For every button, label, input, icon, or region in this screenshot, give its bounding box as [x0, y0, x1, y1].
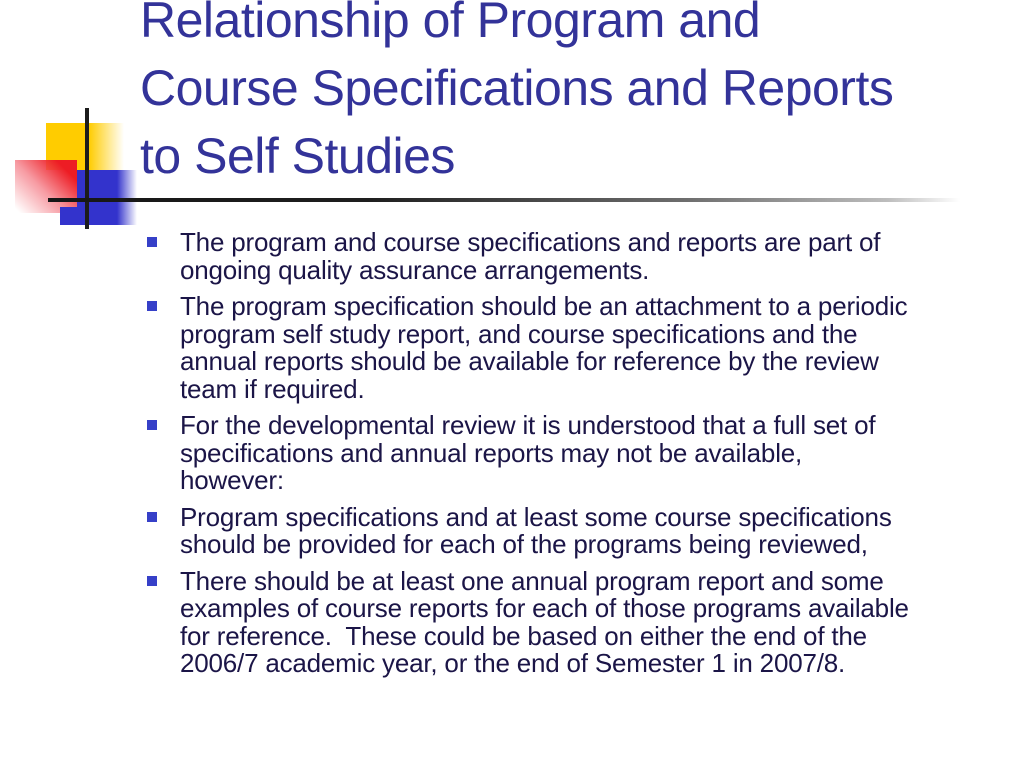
list-item: For the developmental review it is under… [147, 410, 1009, 495]
list-item: Program specifications and at least some… [147, 501, 1009, 559]
slide-title: Relationship of Program and Course Speci… [140, 0, 894, 184]
bullet-square-icon [147, 575, 157, 586]
list-item: There should be at least one annual prog… [147, 565, 1009, 678]
bullet-square-icon [147, 237, 157, 247]
list-item: The program and course specifications an… [147, 227, 1009, 285]
bullet-text: There should be at least one annual prog… [180, 565, 909, 678]
bullet-text: Program specifications and at least some… [180, 501, 892, 559]
list-item: The program specification should be an a… [147, 291, 1009, 404]
blue-square-small-decoration [60, 207, 88, 225]
bullet-text: For the developmental review it is under… [180, 410, 876, 495]
title-underline-line [48, 198, 960, 202]
bullet-text: The program and course specifications an… [180, 227, 881, 285]
blue-square-fade-decoration [117, 170, 137, 225]
bullet-square-icon [147, 301, 157, 311]
crosshair-vertical-line [85, 108, 89, 229]
bullet-list: The program and course specifications an… [147, 227, 1009, 687]
red-square-decoration [15, 160, 77, 213]
bullet-square-icon [147, 511, 157, 522]
bullet-square-icon [147, 420, 157, 430]
bullet-text: The program specification should be an a… [180, 291, 908, 404]
